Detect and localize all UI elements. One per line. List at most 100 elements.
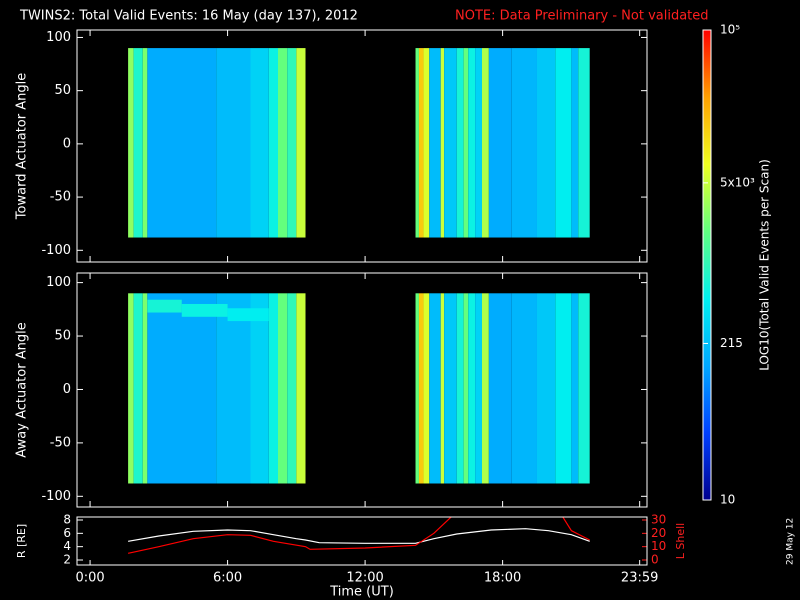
heatmap-cell [133, 48, 143, 238]
x-tick-label: 12:00 [346, 571, 383, 586]
heatmap-cell [571, 293, 579, 484]
heatmap-cell [423, 293, 430, 484]
heatmap-cell [278, 293, 288, 484]
y-axis-label: Toward Actuator Angle [15, 73, 30, 220]
heatmap-cell [287, 48, 297, 238]
heatmap-cell [488, 293, 512, 484]
heatmap-cell [578, 48, 590, 238]
note: NOTE: Data Preliminary - Not validated [455, 9, 709, 24]
heatmap-cell [147, 48, 217, 238]
heatmap-cell [128, 48, 134, 238]
heatmap-cell [287, 293, 297, 484]
y-tick-label: -50 [50, 190, 71, 205]
plot-area [127, 517, 590, 554]
heatmap-cell [227, 308, 269, 322]
heatmap-cell [415, 293, 419, 484]
heatmap-cell [216, 293, 251, 484]
colorbar-tick-label: 10⁵ [720, 23, 740, 37]
heatmap-cell [444, 48, 457, 238]
y2-tick-label: 20 [651, 526, 666, 540]
y-tick-label: 2 [63, 553, 71, 567]
x-tick-label: 23:59 [621, 571, 658, 586]
y-tick-label: 100 [46, 30, 71, 45]
x-tick-label: 6:00 [213, 571, 242, 586]
heatmap-cell [463, 293, 469, 484]
heatmap-cell [536, 293, 556, 484]
y-tick-label: -50 [50, 435, 71, 450]
heatmap-cell [511, 48, 537, 238]
heatmap-cell [536, 48, 556, 238]
colorbar-label: LOG10(Total Valid Events per Scan) [758, 159, 772, 371]
heatmap-cell [444, 293, 457, 484]
heatmap-cell [268, 48, 279, 238]
heatmap-cell [555, 293, 572, 484]
y2-tick-label: 30 [651, 513, 666, 527]
heatmap-cell [440, 293, 445, 484]
heatmap-cell [423, 48, 430, 238]
heatmap-cell [418, 293, 424, 484]
heatmap-cell [475, 48, 482, 238]
y-tick-label: 0 [63, 136, 71, 151]
heatmap-cell [440, 48, 445, 238]
heatmap-cell [468, 48, 476, 238]
heatmap-cell [468, 293, 476, 484]
y2-tick-label: 0 [651, 553, 659, 567]
heatmap-cell [296, 293, 306, 484]
heatmap-cell [456, 293, 464, 484]
heatmap-cell [475, 293, 482, 484]
heatmap-cell [429, 293, 441, 484]
y2-axis-label: L Shell [674, 523, 687, 559]
heatmap-cell [128, 293, 134, 484]
heatmap-cell [278, 48, 288, 238]
date-stamp: 29 May 12 [786, 518, 796, 565]
line-series [127, 517, 590, 554]
heatmap-cell [578, 293, 590, 484]
y-tick-label: -100 [41, 243, 71, 258]
chart-title: TWINS2: Total Valid Events: 16 May (day … [19, 9, 358, 24]
heatmap-cell [147, 293, 217, 484]
y-tick-label: 8 [63, 513, 71, 527]
heatmap-cell [488, 48, 512, 238]
heatmap-cell [463, 48, 469, 238]
y2-tick-label: 10 [651, 539, 666, 553]
heatmap-cell [481, 48, 489, 238]
colorbar-tick-label: 5x10³ [720, 175, 755, 189]
heatmap-cell [268, 293, 279, 484]
y-tick-label: 100 [46, 275, 71, 290]
heatmap-cell [147, 299, 182, 313]
y-tick-label: 50 [54, 329, 71, 344]
colorbar-tick-label: 10 [720, 493, 735, 507]
heatmap-cell [555, 48, 572, 238]
y-tick-label: 6 [63, 526, 71, 540]
heatmap-cell [456, 48, 464, 238]
y-tick-label: 0 [63, 382, 71, 397]
y-axis-label: Away Actuator Angle [15, 322, 30, 457]
heatmap-cell [142, 293, 148, 484]
y-axis-label: R [RE] [15, 524, 28, 558]
colorbar [703, 30, 711, 500]
axes-frame [76, 272, 648, 508]
y-tick-label: 4 [63, 539, 71, 553]
heatmap-cell [481, 293, 489, 484]
heatmap-cell [250, 293, 269, 484]
heatmap-cell [415, 48, 419, 238]
x-axis-label: Time (UT) [329, 585, 394, 600]
heatmap-cell [250, 48, 269, 238]
colorbar-tick-label: 215 [720, 336, 743, 350]
x-tick-label: 0:00 [75, 571, 104, 586]
heatmap-cell [216, 48, 251, 238]
axes-frame [76, 516, 648, 566]
axes-frame [76, 29, 648, 263]
heatmap-cell [133, 293, 143, 484]
heatmap-cell [571, 48, 579, 238]
heatmap-cell [511, 293, 537, 484]
heatmap-cell [142, 48, 148, 238]
heatmap-cell [181, 303, 228, 317]
heatmap-cell [429, 48, 441, 238]
y-tick-label: 50 [54, 83, 71, 98]
line-series [128, 528, 590, 544]
x-tick-label: 18:00 [484, 571, 521, 586]
y-tick-label: -100 [41, 489, 71, 504]
heatmap-cell [418, 48, 424, 238]
